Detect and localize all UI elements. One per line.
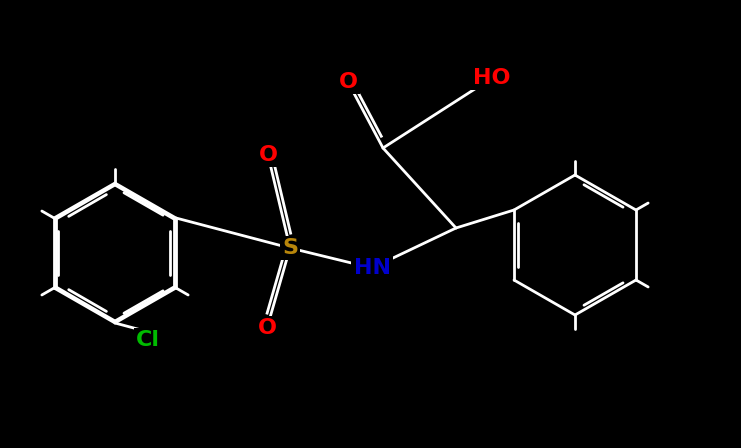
Text: O: O (258, 318, 276, 338)
Text: Cl: Cl (136, 330, 160, 350)
Text: S: S (282, 238, 298, 258)
Text: HN: HN (353, 258, 391, 278)
Text: HO: HO (473, 68, 511, 88)
Text: O: O (339, 72, 357, 92)
Text: O: O (259, 145, 277, 165)
